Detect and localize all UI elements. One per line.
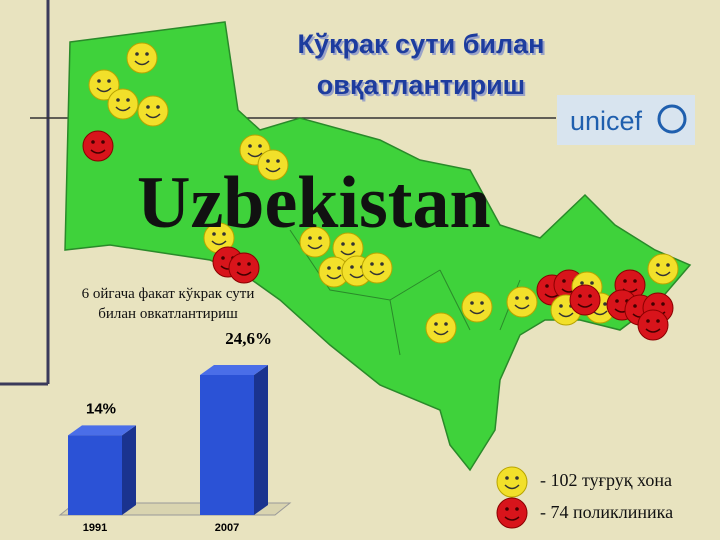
title-shadow: Кўкрак сути билан [300, 31, 547, 61]
logo: unicef [570, 106, 643, 136]
bar [200, 375, 254, 515]
title: Кўкрак сути билан [298, 29, 545, 59]
annotation: билан овкатлантириш [98, 306, 238, 322]
title-shadow: овқатлантириш [319, 72, 527, 102]
bar-side [122, 425, 136, 515]
map [64, 21, 692, 472]
logo-box [557, 95, 695, 145]
annotation: 6 ойгача факат кўкрак сути [82, 286, 255, 302]
x-tick-label: 1991 [83, 522, 107, 534]
legend-text: - 102 туғруқ хона [540, 470, 672, 490]
bar [68, 435, 122, 515]
bar-top [200, 365, 268, 375]
value-label: 24,6% [225, 329, 272, 348]
logo-emblem [657, 104, 687, 134]
x-tick-label: 2007 [215, 522, 239, 534]
country: Uzbekistan [137, 162, 491, 244]
value-label: 14% [86, 400, 116, 417]
bar-top [68, 425, 136, 436]
map-borders [289, 229, 521, 356]
title: овқатлантириш [317, 70, 525, 100]
bar-side [254, 365, 268, 515]
legend-text: - 74 поликлиника [540, 502, 673, 522]
